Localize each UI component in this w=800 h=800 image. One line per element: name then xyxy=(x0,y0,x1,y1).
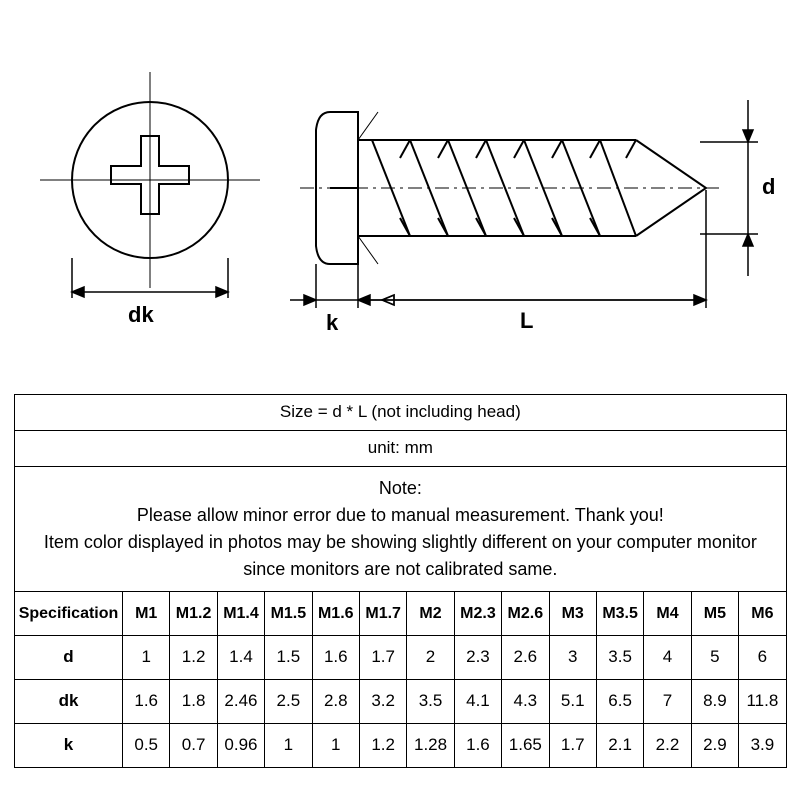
dk-13: 11.8 xyxy=(739,679,787,723)
k-9: 1.7 xyxy=(549,723,596,767)
label-L: L xyxy=(520,308,533,334)
dk-4: 2.8 xyxy=(312,679,359,723)
k-4: 1 xyxy=(312,723,359,767)
label-d: d xyxy=(762,174,775,200)
col-5: M1.7 xyxy=(359,591,406,635)
label-dk: dk xyxy=(128,302,154,328)
dk-1: 1.8 xyxy=(170,679,217,723)
note-heading: Note: xyxy=(379,478,422,498)
d-7: 2.3 xyxy=(454,635,501,679)
d-11: 4 xyxy=(644,635,691,679)
d-8: 2.6 xyxy=(502,635,549,679)
spec-table-wrapper: Size = d * L (not including head) unit: … xyxy=(14,394,786,768)
col-12: M5 xyxy=(691,591,738,635)
dk-9: 5.1 xyxy=(549,679,596,723)
note-cell: Note: Please allow minor error due to ma… xyxy=(15,466,787,591)
k-6: 1.28 xyxy=(407,723,454,767)
unit-cell: unit: mm xyxy=(15,430,787,466)
dk-10: 6.5 xyxy=(596,679,643,723)
k-10: 2.1 xyxy=(596,723,643,767)
d-10: 3.5 xyxy=(596,635,643,679)
d-9: 3 xyxy=(549,635,596,679)
title-cell: Size = d * L (not including head) xyxy=(15,395,787,431)
dk-7: 4.1 xyxy=(454,679,501,723)
d-5: 1.7 xyxy=(359,635,406,679)
columns-row: Specification M1 M1.2 M1.4 M1.5 M1.6 M1.… xyxy=(15,591,787,635)
col-1: M1.2 xyxy=(170,591,217,635)
d-6: 2 xyxy=(407,635,454,679)
dk-8: 4.3 xyxy=(502,679,549,723)
row-d-label: d xyxy=(15,635,123,679)
k-0: 0.5 xyxy=(123,723,170,767)
diagram-svg xyxy=(0,40,800,380)
k-2: 0.96 xyxy=(217,723,264,767)
col-11: M4 xyxy=(644,591,691,635)
row-dk-label: dk xyxy=(15,679,123,723)
k-8: 1.65 xyxy=(502,723,549,767)
col-7: M2.3 xyxy=(454,591,501,635)
col-2: M1.4 xyxy=(217,591,264,635)
col-13: M6 xyxy=(739,591,787,635)
col-3: M1.5 xyxy=(265,591,312,635)
d-12: 5 xyxy=(691,635,738,679)
note-row: Note: Please allow minor error due to ma… xyxy=(15,466,787,591)
dk-0: 1.6 xyxy=(123,679,170,723)
page-root: dk k L d Size = d * L (not including hea… xyxy=(0,0,800,800)
col-6: M2 xyxy=(407,591,454,635)
note-line1: Please allow minor error due to manual m… xyxy=(137,505,664,525)
dk-5: 3.2 xyxy=(359,679,406,723)
dk-11: 7 xyxy=(644,679,691,723)
d-3: 1.5 xyxy=(265,635,312,679)
unit-row: unit: mm xyxy=(15,430,787,466)
k-3: 1 xyxy=(265,723,312,767)
screw-diagram: dk k L d xyxy=(0,40,800,380)
row-k: k 0.5 0.7 0.96 1 1 1.2 1.28 1.6 1.65 1.7… xyxy=(15,723,787,767)
d-13: 6 xyxy=(739,635,787,679)
label-k: k xyxy=(326,310,338,336)
col-8: M2.6 xyxy=(502,591,549,635)
col-4: M1.6 xyxy=(312,591,359,635)
spec-header-cell: Specification xyxy=(15,591,123,635)
dk-3: 2.5 xyxy=(265,679,312,723)
k-11: 2.2 xyxy=(644,723,691,767)
k-7: 1.6 xyxy=(454,723,501,767)
k-1: 0.7 xyxy=(170,723,217,767)
title-row: Size = d * L (not including head) xyxy=(15,395,787,431)
col-10: M3.5 xyxy=(596,591,643,635)
k-12: 2.9 xyxy=(691,723,738,767)
d-1: 1.2 xyxy=(170,635,217,679)
col-9: M3 xyxy=(549,591,596,635)
d-2: 1.4 xyxy=(217,635,264,679)
note-line2: Item color displayed in photos may be sh… xyxy=(44,532,757,579)
dk-2: 2.46 xyxy=(217,679,264,723)
k-13: 3.9 xyxy=(739,723,787,767)
spec-table: Size = d * L (not including head) unit: … xyxy=(14,394,787,768)
d-4: 1.6 xyxy=(312,635,359,679)
d-0: 1 xyxy=(123,635,170,679)
dk-6: 3.5 xyxy=(407,679,454,723)
dk-12: 8.9 xyxy=(691,679,738,723)
row-k-label: k xyxy=(15,723,123,767)
row-dk: dk 1.6 1.8 2.46 2.5 2.8 3.2 3.5 4.1 4.3 … xyxy=(15,679,787,723)
col-0: M1 xyxy=(123,591,170,635)
k-5: 1.2 xyxy=(359,723,406,767)
row-d: d 1 1.2 1.4 1.5 1.6 1.7 2 2.3 2.6 3 3.5 … xyxy=(15,635,787,679)
